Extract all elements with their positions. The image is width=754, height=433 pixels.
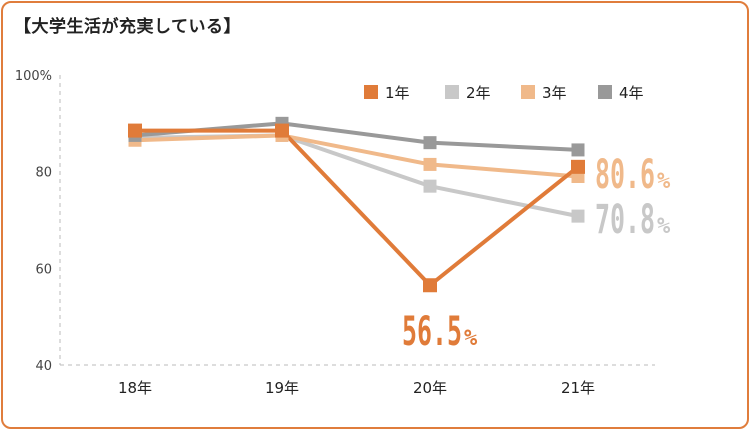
series-lines — [134, 121, 580, 288]
value-unit: % — [657, 169, 671, 194]
value-label: 80.6% — [595, 152, 671, 198]
data-point — [423, 278, 437, 293]
data-point — [571, 159, 585, 174]
series-line-1年 — [135, 128, 580, 288]
x-tick-label: 19年 — [265, 379, 299, 397]
axes: 40 60 80 100% 18年 19年 20年 21年 — [15, 69, 655, 397]
data-point — [571, 143, 585, 157]
legend-label: 2年 — [466, 84, 491, 102]
legend: 1年 2年 3年 4年 — [364, 84, 644, 102]
value-unit: % — [464, 326, 478, 351]
legend-swatch — [364, 85, 378, 99]
chart-title: 【大学生活が充実している】 — [14, 17, 241, 37]
value-unit: % — [657, 214, 671, 239]
series-line-3年 — [134, 133, 579, 179]
legend-label: 1年 — [385, 84, 410, 102]
data-point — [571, 209, 585, 223]
data-point — [423, 157, 437, 171]
value-number: 56.5 — [402, 309, 462, 355]
annotations: 56.5%80.6%70.8% — [402, 152, 671, 355]
legend-swatch — [445, 85, 459, 99]
data-point — [423, 179, 437, 193]
x-tick-label: 20年 — [413, 379, 447, 397]
y-tick-label: 60 — [35, 262, 52, 277]
legend-swatch — [598, 85, 612, 99]
value-number: 70.8 — [595, 197, 655, 243]
legend-label: 3年 — [542, 84, 567, 102]
y-tick-label: 40 — [35, 359, 52, 374]
value-number: 80.6 — [595, 152, 655, 198]
legend-label: 4年 — [619, 84, 644, 102]
value-label: 70.8% — [595, 197, 671, 243]
x-tick-label: 21年 — [561, 379, 595, 397]
y-tick-label: 100% — [15, 69, 52, 84]
x-tick-label: 18年 — [118, 379, 152, 397]
legend-swatch — [521, 85, 535, 99]
data-point — [275, 123, 289, 138]
data-point — [423, 136, 437, 150]
y-tick-label: 80 — [35, 166, 52, 181]
data-point — [128, 123, 142, 138]
series-markers — [128, 116, 585, 293]
value-label: 56.5% — [402, 309, 478, 355]
